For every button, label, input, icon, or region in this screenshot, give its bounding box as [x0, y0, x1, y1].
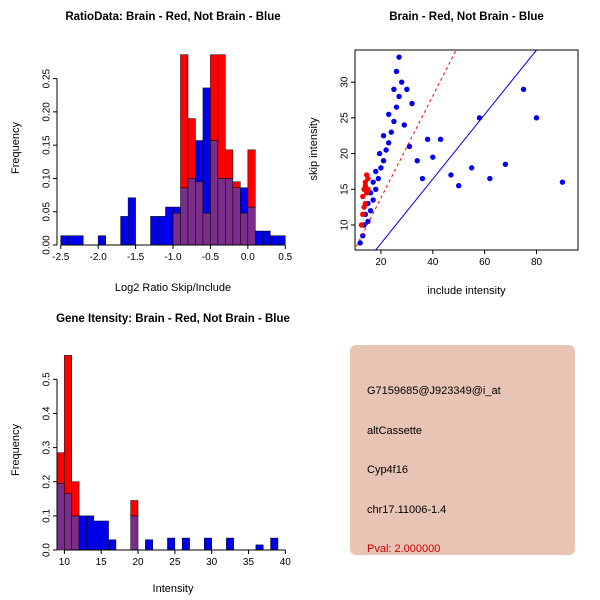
svg-text:60: 60: [479, 257, 491, 268]
intensity-scatter-ylabel: skip intensity: [308, 117, 320, 181]
svg-text:0.20: 0.20: [42, 102, 53, 122]
svg-text:15: 15: [96, 557, 108, 568]
gene-intensity-histogram-title: Gene Itensity: Brain - Red, Not Brain - …: [56, 313, 290, 325]
svg-text:-1.0: -1.0: [164, 252, 182, 263]
svg-text:-0.5: -0.5: [202, 252, 220, 263]
svg-text:0.15: 0.15: [42, 135, 53, 155]
svg-text:40: 40: [280, 557, 292, 568]
svg-text:0.0: 0.0: [241, 252, 255, 263]
svg-text:0.10: 0.10: [42, 168, 53, 188]
svg-text:20: 20: [375, 257, 387, 268]
svg-text:25: 25: [169, 557, 181, 568]
gene-intensity-histogram-xlabel: Intensity: [152, 583, 194, 595]
svg-text:20: 20: [340, 148, 351, 160]
gene-intensity-histogram-ylabel: Frequency: [10, 424, 22, 476]
svg-text:0.05: 0.05: [42, 202, 53, 222]
intensity-scatter-title: Brain - Red, Not Brain - Blue: [389, 11, 544, 23]
gene-info-box: G7159685@J923349@i_at altCassette Cyp4f1…: [350, 345, 575, 555]
ratio-histogram-xlabel: Log2 Ratio Skip/Include: [114, 282, 232, 294]
gene-symbol-text: Cyp4f16: [367, 464, 408, 476]
intensity-scatter-chart: 20 40 60 80 10 15 20 25 30: [340, 49, 579, 268]
svg-text:0.4: 0.4: [42, 406, 53, 420]
svg-text:0.2: 0.2: [42, 474, 53, 488]
pval-text: Pval: 2.000000: [367, 543, 441, 555]
svg-text:20: 20: [132, 557, 144, 568]
splice-event-type-text: altCassette: [367, 424, 423, 437]
svg-text:-1.5: -1.5: [127, 252, 145, 263]
probe-id-text: G7159685@J923349@i_at: [367, 385, 501, 397]
svg-text:-2.5: -2.5: [52, 252, 70, 263]
svg-text:0.5: 0.5: [278, 252, 292, 263]
ratio-histogram-title: RatioData: Brain - Red, Not Brain - Blue: [65, 11, 281, 23]
svg-text:0.0: 0.0: [42, 543, 53, 557]
svg-text:15: 15: [340, 183, 351, 195]
svg-text:10: 10: [340, 219, 351, 231]
genomic-location-text: chr17.11006-1.4: [367, 503, 447, 516]
ratio-histogram-panel: RatioData: Brain - Red, Not Brain - Blue…: [0, 0, 300, 300]
svg-text:80: 80: [531, 257, 543, 268]
svg-text:10: 10: [59, 557, 71, 568]
svg-text:25: 25: [340, 112, 351, 124]
ratio-histogram-chart: -2.5 -2.0 -1.5 -1.0 -0.5 0.0 0.5 0.00 0.05 0.10 0.…: [42, 54, 293, 263]
svg-text:35: 35: [243, 557, 255, 568]
ratio-histogram-ylabel: Frequency: [10, 122, 22, 174]
gene-intensity-histogram-chart: 10 15 20 25 30 35 40 0.0 0.1 0.2 0.3 0.4 0.5: [42, 355, 292, 568]
svg-text:0.00: 0.00: [42, 235, 53, 255]
svg-text:30: 30: [340, 76, 351, 88]
svg-text:-2.0: -2.0: [90, 252, 108, 263]
intensity-scatter-xlabel: include intensity: [427, 285, 506, 297]
svg-text:0.25: 0.25: [42, 68, 53, 88]
intensity-scatter-panel: Brain - Red, Not Brain - Blue 20 40 60 80 10…: [300, 0, 600, 300]
svg-text:0.1: 0.1: [42, 508, 53, 522]
svg-text:0.3: 0.3: [42, 440, 53, 454]
gene-intensity-histogram-panel: Gene Itensity: Brain - Red, Not Brain - …: [0, 300, 300, 600]
gene-info-panel: G7159685@J923349@i_at altCassette Cyp4f1…: [300, 300, 600, 600]
svg-text:40: 40: [427, 257, 439, 268]
svg-text:30: 30: [206, 557, 218, 568]
svg-text:0.5: 0.5: [42, 372, 53, 386]
